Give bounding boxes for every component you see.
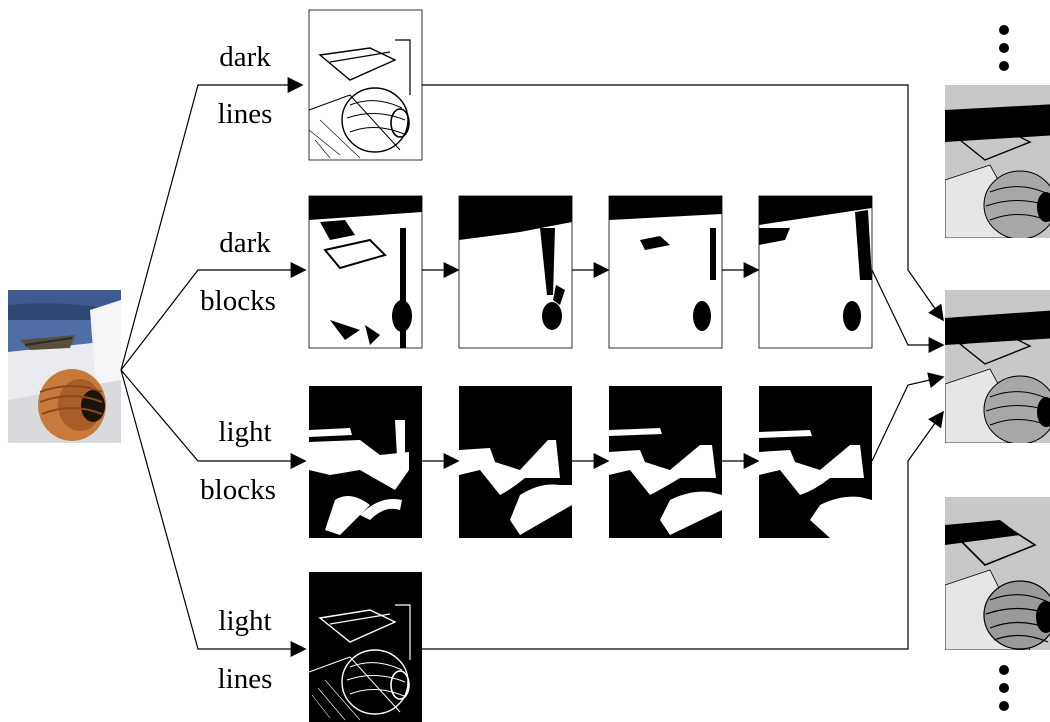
merge-arrow-light-lines (422, 410, 944, 650)
ellipsis-bottom (999, 665, 1009, 711)
branch-labels: dark lines dark blocks light blocks ligh… (200, 41, 276, 695)
input-photo (8, 290, 121, 443)
dark-blocks-image-2 (458, 195, 573, 349)
merge-arrows (422, 84, 945, 650)
label-dark-lines-top: dark (219, 41, 271, 73)
light-blocks-image-4 (759, 386, 872, 538)
output-image-1 (945, 85, 1050, 238)
label-light-blocks-top: light (218, 416, 271, 448)
label-dark-lines-bottom: lines (218, 98, 273, 130)
dark-blocks-image-3 (608, 195, 723, 349)
branch-arrow-dark-lines (120, 77, 304, 371)
output-image-3 (945, 497, 1050, 650)
branch-arrows (120, 77, 307, 657)
label-light-lines-bottom: lines (218, 663, 273, 695)
label-dark-blocks-bottom: blocks (200, 285, 276, 317)
light-blocks-image-3 (609, 386, 722, 538)
light-lines-image (308, 572, 422, 722)
light-blocks-image-2 (459, 386, 572, 538)
merge-arrow-light-blocks (871, 372, 945, 462)
label-light-blocks-bottom: blocks (200, 474, 276, 506)
branch-arrow-light-blocks (120, 369, 307, 469)
label-light-lines-top: light (218, 605, 271, 637)
merge-arrow-dark-blocks (871, 269, 945, 353)
merge-arrow-dark-lines (422, 84, 944, 322)
dark-blocks-image-4 (758, 195, 873, 349)
dark-lines-image (308, 9, 423, 161)
label-dark-blocks-top: dark (219, 227, 271, 259)
light-blocks-image-1 (309, 386, 422, 538)
branch-arrow-light-lines (120, 369, 307, 657)
branch-arrow-dark-blocks (120, 262, 307, 371)
output-image-2 (945, 290, 1050, 443)
ellipsis-top (999, 25, 1009, 71)
dark-blocks-image-1 (308, 195, 423, 349)
